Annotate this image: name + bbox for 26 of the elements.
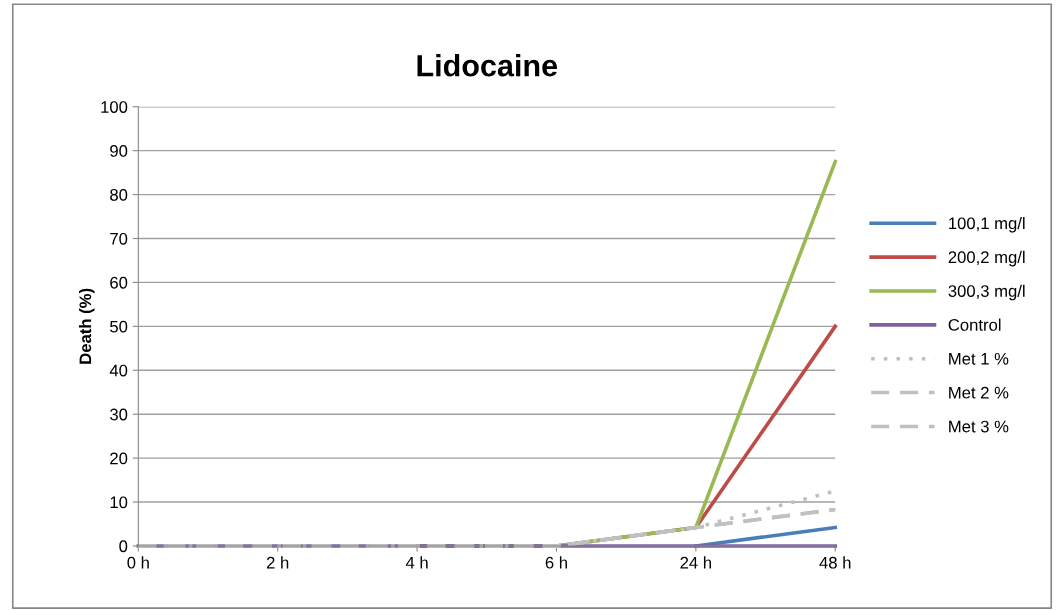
y-tick-label: 30 — [110, 408, 128, 421]
legend-label: Met 3 % — [949, 420, 1009, 433]
y-tick-label: 70 — [110, 232, 128, 245]
y-tick-label: 10 — [110, 496, 128, 509]
y-tick-label: 60 — [110, 276, 128, 289]
y-tick-label: 0 — [119, 540, 128, 553]
x-tick-label: 2 h — [266, 556, 289, 569]
legend-label: Met 1 % — [949, 352, 1009, 365]
x-tick-label: 4 h — [405, 556, 428, 569]
x-tick-label: 24 h — [680, 556, 711, 569]
chart-title: Lidocaine — [417, 54, 558, 77]
y-tick-label: 20 — [110, 452, 128, 465]
legend-label: 200,2 mg/l — [948, 250, 1025, 267]
x-tick-label: 48 h — [819, 556, 851, 569]
legend-label: Met 2 % — [949, 386, 1009, 399]
y-tick-label: 100 — [101, 101, 128, 113]
legend-label: Control — [948, 318, 1001, 331]
y-tick-label: 40 — [109, 364, 128, 377]
y-axis-title: Death (%) — [79, 288, 95, 364]
legend-label: 100,1 mg/l — [949, 216, 1025, 233]
y-tick-label: 90 — [110, 145, 128, 157]
x-tick-label: 0 h — [127, 556, 149, 569]
y-tick-label: 80 — [110, 188, 128, 201]
y-tick-label: 50 — [110, 320, 128, 333]
legend-label: 300,3 mg/l — [948, 284, 1025, 301]
x-tick-label: 6 h — [545, 556, 567, 569]
